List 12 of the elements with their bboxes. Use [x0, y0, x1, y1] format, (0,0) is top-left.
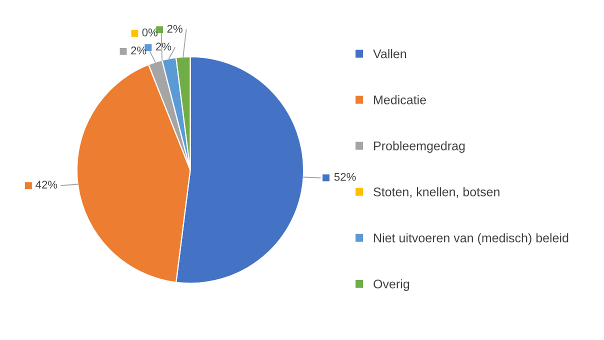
data-label: 52% [334, 172, 356, 181]
legend-label: Vallen [373, 49, 406, 58]
legend-label: Stoten, knellen, botsen [374, 187, 500, 198]
legend-label: Probleemgedrag [374, 141, 465, 153]
data-label: 2% [167, 24, 182, 33]
data-label: 42% [36, 180, 58, 189]
data-label: 2% [131, 46, 146, 54]
legend-label: Medicatie [374, 95, 426, 104]
legend-label: Overig [374, 279, 410, 291]
legend-label: Niet uitvoeren van (medisch) beleid [374, 233, 568, 245]
data-label: 2% [156, 42, 172, 50]
text: 0% [142, 28, 158, 36]
